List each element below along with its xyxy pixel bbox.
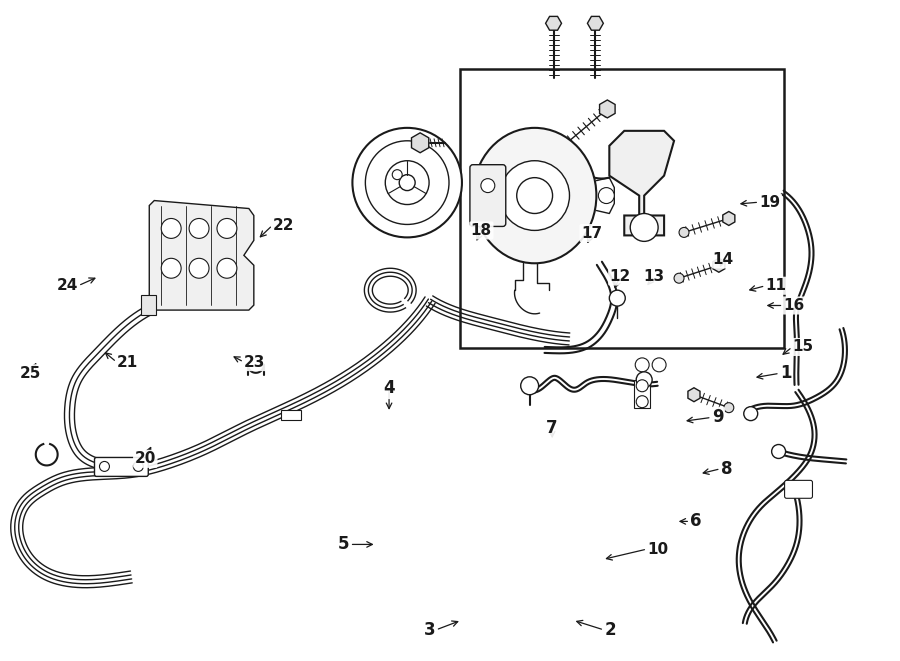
Circle shape [353, 128, 462, 237]
Text: 3: 3 [424, 621, 436, 639]
Text: 13: 13 [644, 269, 665, 284]
Text: 4: 4 [383, 379, 395, 397]
Polygon shape [723, 212, 735, 225]
Text: 15: 15 [792, 340, 814, 354]
Text: 20: 20 [135, 451, 156, 467]
Text: 16: 16 [783, 298, 805, 313]
Circle shape [609, 290, 626, 306]
Polygon shape [411, 133, 428, 153]
Bar [281, 410, 301, 420]
Ellipse shape [472, 128, 597, 263]
Circle shape [630, 214, 658, 241]
Text: 19: 19 [760, 194, 780, 210]
Circle shape [679, 227, 689, 237]
Text: 2: 2 [604, 621, 616, 639]
Circle shape [636, 372, 652, 388]
Circle shape [517, 178, 553, 214]
Text: 7: 7 [546, 419, 558, 437]
Text: 11: 11 [766, 278, 787, 293]
FancyBboxPatch shape [785, 481, 813, 498]
Polygon shape [545, 17, 562, 30]
Text: 18: 18 [471, 223, 492, 238]
Circle shape [652, 358, 666, 372]
Polygon shape [599, 100, 615, 118]
Circle shape [161, 219, 181, 239]
Text: 1: 1 [779, 364, 791, 382]
Circle shape [161, 258, 181, 278]
Circle shape [598, 188, 615, 204]
Text: 14: 14 [713, 252, 734, 267]
Circle shape [217, 219, 237, 239]
Text: 17: 17 [581, 225, 602, 241]
Text: 6: 6 [690, 512, 702, 530]
Circle shape [743, 407, 758, 420]
Circle shape [392, 170, 402, 180]
Text: 23: 23 [244, 354, 266, 369]
FancyBboxPatch shape [94, 457, 148, 477]
Circle shape [636, 380, 648, 392]
Polygon shape [713, 258, 725, 272]
Circle shape [365, 141, 449, 225]
Circle shape [724, 403, 733, 412]
Text: 9: 9 [712, 408, 724, 426]
Polygon shape [688, 388, 700, 402]
FancyBboxPatch shape [470, 165, 506, 227]
Text: 12: 12 [609, 269, 631, 284]
Polygon shape [149, 200, 254, 310]
Circle shape [189, 219, 209, 239]
Text: 8: 8 [721, 460, 733, 478]
PathPatch shape [609, 131, 674, 235]
Circle shape [636, 396, 648, 408]
Circle shape [385, 161, 429, 204]
Text: 21: 21 [117, 354, 138, 369]
Bar [460, 69, 784, 348]
Text: 5: 5 [338, 535, 349, 553]
Circle shape [481, 178, 495, 192]
Circle shape [500, 161, 570, 231]
Text: 22: 22 [273, 217, 294, 233]
Circle shape [133, 461, 143, 471]
Bar [634, 380, 650, 408]
Polygon shape [588, 17, 603, 30]
Circle shape [217, 258, 237, 278]
Circle shape [635, 358, 649, 372]
Circle shape [100, 461, 110, 471]
Bar [141, 295, 157, 315]
Circle shape [674, 273, 684, 283]
Text: 25: 25 [20, 366, 41, 381]
Circle shape [771, 444, 786, 459]
Text: 24: 24 [57, 278, 78, 293]
Circle shape [400, 175, 415, 190]
Circle shape [189, 258, 209, 278]
Circle shape [521, 377, 538, 395]
Text: 10: 10 [647, 541, 669, 557]
